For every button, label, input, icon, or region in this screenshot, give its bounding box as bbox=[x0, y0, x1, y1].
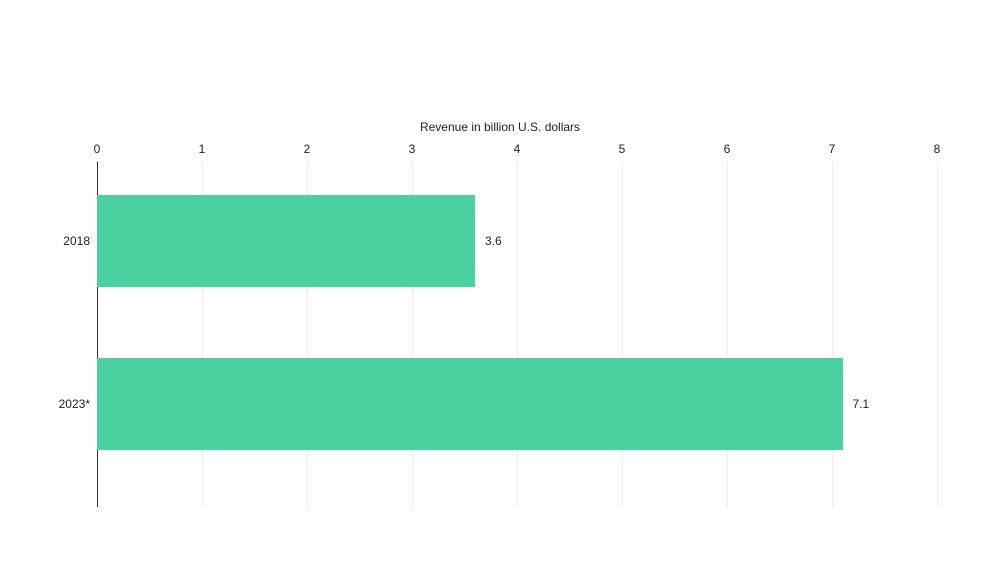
bar bbox=[97, 358, 843, 450]
chart-container: Revenue in billion U.S. dollars 0 1 2 3 4 5 6 7… bbox=[0, 0, 1000, 562]
x-tick-label: 3 bbox=[409, 142, 416, 156]
gridline bbox=[727, 162, 728, 507]
x-tick-label: 4 bbox=[514, 142, 521, 156]
gridline bbox=[832, 162, 833, 507]
value-label: 7.1 bbox=[853, 397, 870, 411]
gridline bbox=[517, 162, 518, 507]
value-label: 3.6 bbox=[485, 234, 502, 248]
x-tick-label: 8 bbox=[934, 142, 941, 156]
y-tick-label: 2018 bbox=[50, 234, 90, 248]
plot-area bbox=[97, 162, 937, 507]
y-tick-label: 2023* bbox=[50, 397, 90, 411]
x-tick-label: 2 bbox=[304, 142, 311, 156]
x-tick-label: 7 bbox=[829, 142, 836, 156]
x-axis-title: Revenue in billion U.S. dollars bbox=[0, 120, 1000, 134]
x-tick-label: 6 bbox=[724, 142, 731, 156]
x-tick-label: 0 bbox=[94, 142, 101, 156]
x-tick-label: 5 bbox=[619, 142, 626, 156]
gridline bbox=[622, 162, 623, 507]
bar bbox=[97, 195, 475, 287]
x-tick-label: 1 bbox=[199, 142, 206, 156]
gridline bbox=[937, 162, 938, 507]
